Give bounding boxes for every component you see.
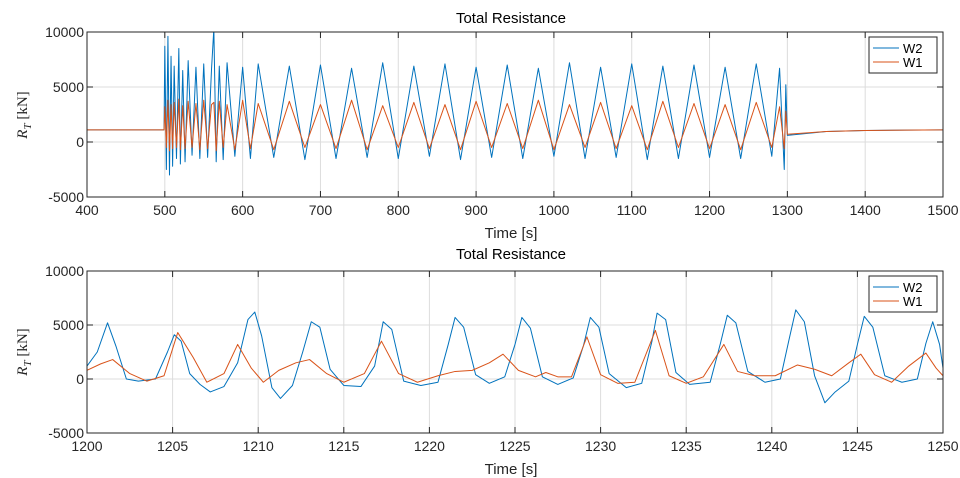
svg-text:RT [kN]: RT [kN] [15, 91, 34, 139]
x-tick-label: 1100 [617, 202, 647, 218]
x-tick-label: 400 [75, 202, 99, 218]
x-tick-label: 1205 [157, 438, 188, 454]
y-tick-label: 10000 [45, 263, 84, 279]
x-tick-label: 1500 [927, 202, 958, 218]
y-tick-label: 5000 [53, 79, 84, 95]
y-tick-label: 0 [76, 371, 84, 387]
series-line-w1 [87, 98, 943, 152]
y-tick-label: -5000 [48, 189, 84, 205]
x-tick-label: 1245 [842, 438, 873, 454]
x-tick-label: 1400 [850, 202, 881, 218]
x-tick-label: 600 [231, 202, 255, 218]
y-axis-label: RT [kN] [15, 328, 34, 376]
y-tick-label: 0 [76, 134, 84, 150]
axes-box [86, 31, 944, 198]
legend-box [868, 275, 938, 313]
x-tick-label: 1230 [585, 438, 616, 454]
x-tick-label: 500 [153, 202, 177, 218]
legend-label-w1: W1 [903, 294, 923, 309]
x-tick-label: 1215 [328, 438, 359, 454]
legend-label-w2: W2 [903, 280, 923, 295]
legend-box [868, 36, 938, 74]
chart-title: Total Resistance [456, 10, 566, 27]
x-tick-label: 1250 [927, 438, 958, 454]
x-tick-label: 1200 [71, 438, 102, 454]
x-tick-label: 800 [387, 202, 411, 218]
x-tick-label: 1220 [414, 438, 445, 454]
x-tick-label: 900 [464, 202, 488, 218]
y-tick-label: -5000 [48, 425, 84, 441]
series-line-w2 [87, 32, 943, 176]
series-line-w2 [87, 309, 943, 404]
legend-label-w2: W2 [903, 41, 923, 56]
x-tick-label: 1300 [772, 202, 803, 218]
x-tick-label: 1210 [243, 438, 274, 454]
x-tick-label: 1235 [671, 438, 702, 454]
chart-title: Total Resistance [456, 246, 566, 263]
bottom-chart: Total Resistance Time [s] RT [kN] 1200 12… [15, 246, 959, 478]
x-axis-label: Time [s] [485, 461, 538, 478]
x-tick-label: 700 [309, 202, 333, 218]
y-tick-label: 10000 [45, 24, 84, 40]
svg-text:RT [kN]: RT [kN] [15, 328, 34, 376]
x-tick-label: 1240 [756, 438, 787, 454]
legend-label-w1: W1 [903, 55, 923, 70]
x-axis-label: Time [s] [485, 225, 538, 242]
x-tick-label: 1000 [538, 202, 569, 218]
y-tick-label: 5000 [53, 317, 84, 333]
series-line-w1 [87, 329, 943, 384]
x-tick-label: 1200 [694, 202, 725, 218]
x-tick-label: 1225 [499, 438, 530, 454]
top-chart: Total Resistance Time [s] RT [kN] 400 500… [15, 10, 959, 242]
y-axis-label: RT [kN] [15, 91, 34, 139]
